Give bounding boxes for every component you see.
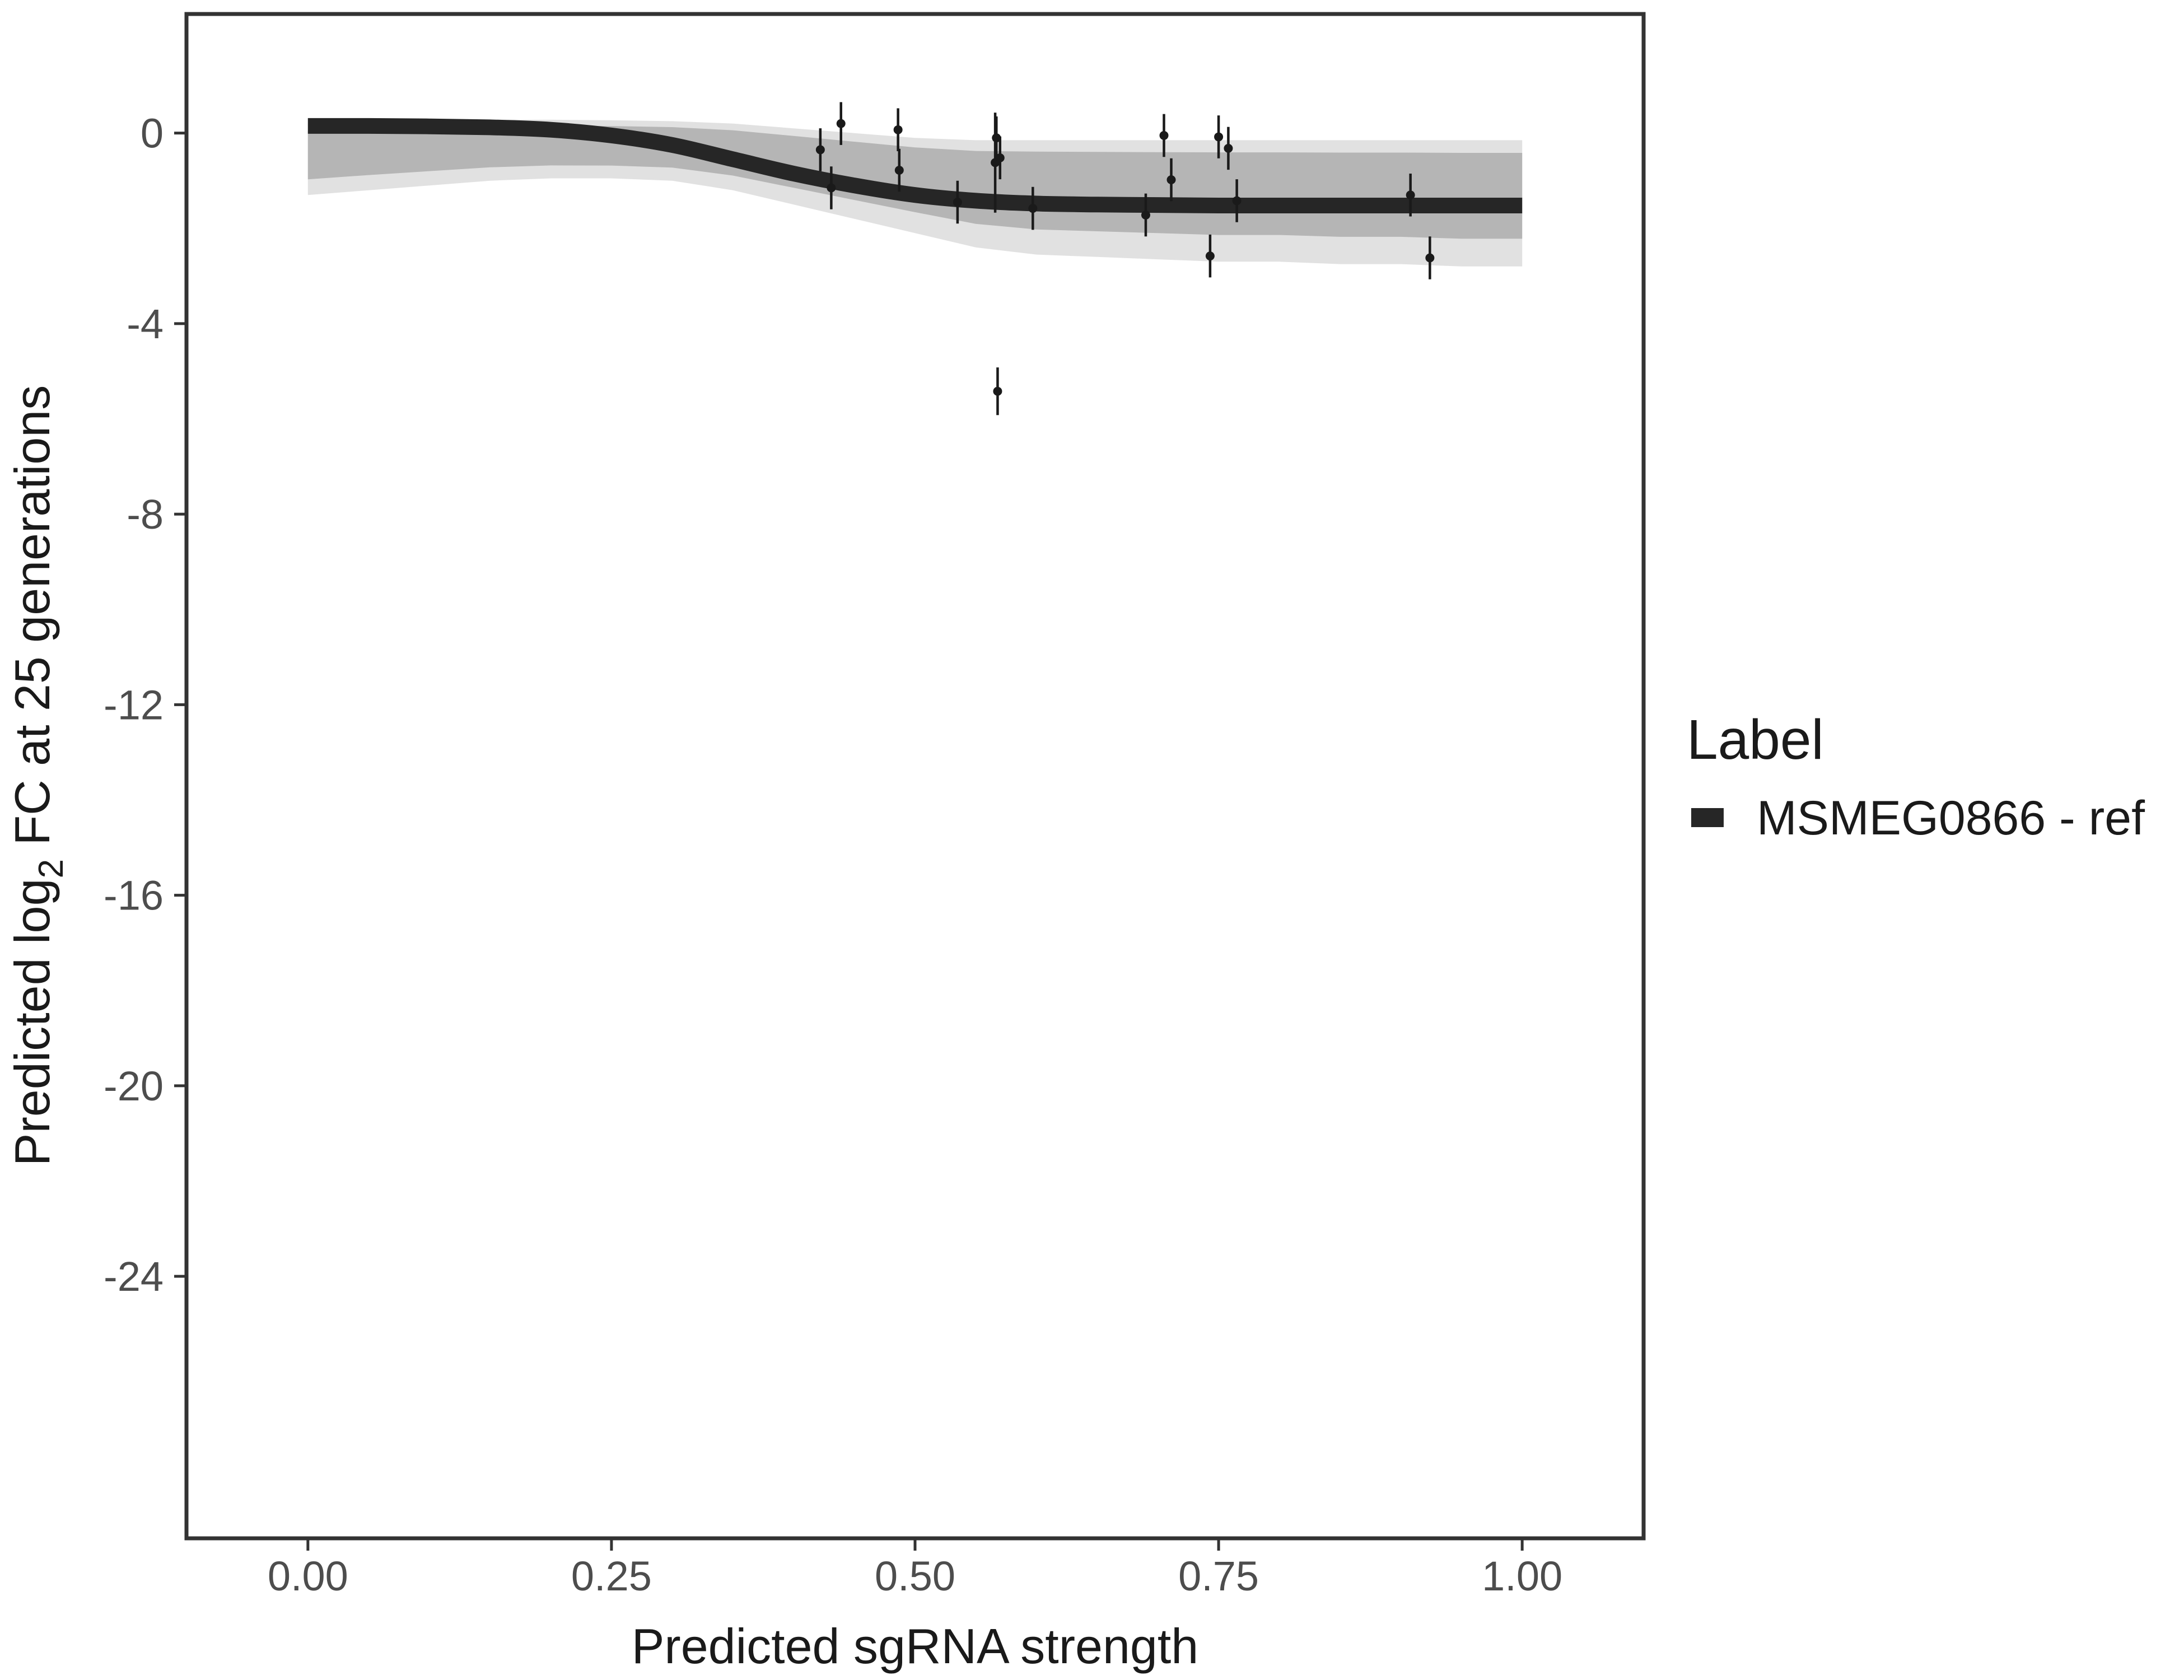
x-axis: 0.00 0.25 0.50 0.75 1.00 xyxy=(268,1540,1562,1599)
data-point xyxy=(1028,186,1038,230)
x-tick-label: 0.50 xyxy=(875,1553,955,1599)
point-marker xyxy=(1159,130,1169,140)
y-tick-label: 0 xyxy=(141,110,164,157)
data-point xyxy=(1425,236,1435,279)
point-marker xyxy=(893,125,903,134)
legend: Label MSMEG0866 - ref xyxy=(1687,708,2145,845)
data-point xyxy=(1232,179,1242,222)
y-tick-label: -12 xyxy=(104,682,164,728)
point-marker xyxy=(995,153,1005,162)
data-point xyxy=(1159,114,1169,157)
point-marker xyxy=(1425,253,1435,263)
point-marker xyxy=(1232,196,1242,206)
point-marker xyxy=(1406,190,1415,200)
plot-panel-border xyxy=(184,12,1646,1541)
point-marker xyxy=(1205,251,1215,261)
point-marker xyxy=(1224,143,1233,153)
fit-curve-line xyxy=(307,118,1523,214)
fit-curve xyxy=(307,118,1523,214)
point-marker xyxy=(1214,132,1224,142)
y-tick-label: -8 xyxy=(127,491,164,538)
data-point xyxy=(1224,127,1233,170)
y-tick-label: -20 xyxy=(104,1063,164,1109)
point-marker xyxy=(1141,210,1150,220)
y-tick-label: -16 xyxy=(104,872,164,919)
point-marker xyxy=(894,166,904,175)
y-axis-title-prefix: Predicted log xyxy=(4,879,60,1166)
y-axis-title: Predicted log2 FC at 25 generations xyxy=(4,385,71,1166)
x-tick-label: 0.00 xyxy=(268,1553,348,1599)
data-point xyxy=(995,136,1005,180)
x-tick-label: 0.75 xyxy=(1178,1553,1259,1599)
data-point xyxy=(836,102,846,145)
data-point xyxy=(827,166,836,209)
data-point xyxy=(1205,234,1215,278)
point-marker xyxy=(953,197,962,207)
point-marker xyxy=(815,145,825,155)
data-point xyxy=(953,180,962,224)
legend-swatch xyxy=(1691,808,1724,827)
data-point xyxy=(1141,193,1150,237)
data-point xyxy=(815,128,825,171)
data-point xyxy=(1214,115,1224,158)
y-axis: 0 -4 -8 -12 -16 -20 -24 xyxy=(104,110,185,1300)
point-marker xyxy=(1028,204,1038,213)
y-tick-label: -4 xyxy=(127,301,164,347)
legend-title: Label xyxy=(1687,708,1824,771)
point-marker xyxy=(993,386,1002,396)
y-axis-title-suffix: FC at 25 generations xyxy=(4,385,60,859)
point-marker xyxy=(992,133,1001,143)
data-point xyxy=(894,148,904,192)
y-axis-title-subscript: 2 xyxy=(32,859,71,878)
data-points xyxy=(815,102,1435,416)
legend-label: MSMEG0866 - ref xyxy=(1757,791,2145,845)
x-axis-title: Predicted sgRNA strength xyxy=(632,1618,1199,1674)
point-marker xyxy=(827,183,836,193)
data-point xyxy=(1406,173,1415,217)
point-marker xyxy=(1166,175,1176,185)
data-point xyxy=(893,108,903,151)
y-tick-label: -24 xyxy=(104,1253,164,1300)
point-marker xyxy=(836,119,846,128)
x-tick-label: 0.25 xyxy=(571,1553,652,1599)
data-point xyxy=(1166,158,1176,202)
data-point xyxy=(993,367,1002,416)
x-tick-label: 1.00 xyxy=(1482,1553,1562,1599)
data-point xyxy=(992,116,1001,160)
